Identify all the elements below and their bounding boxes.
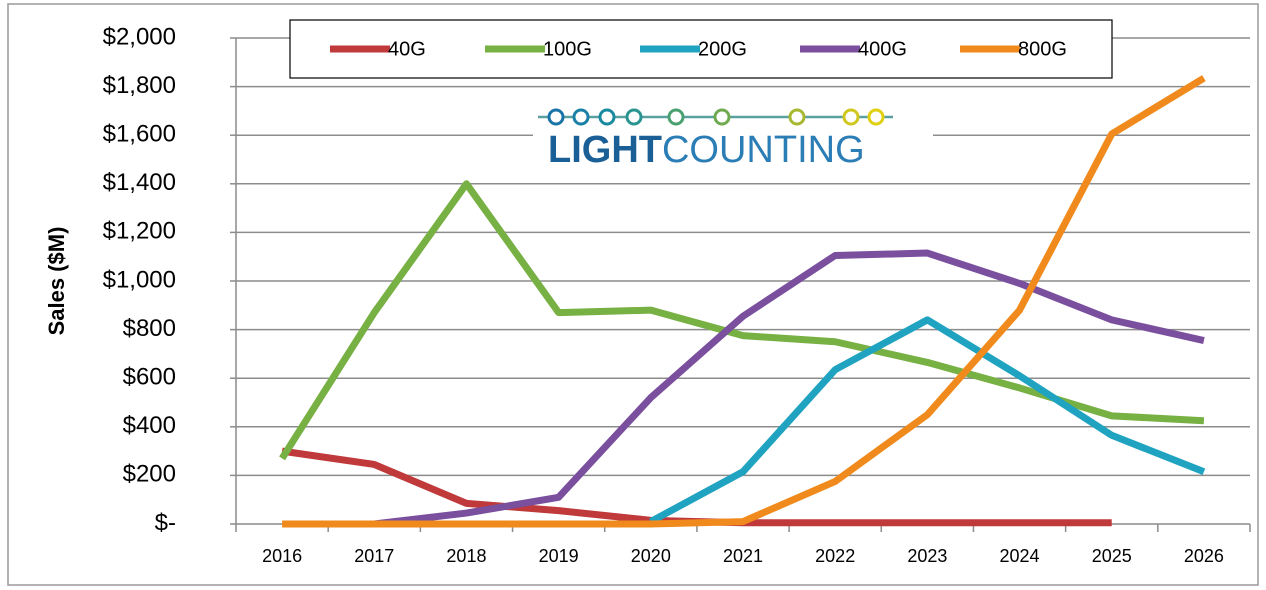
legend-label: 200G — [698, 38, 747, 60]
y-tick-label: $1,200 — [103, 218, 176, 245]
legend-label: 100G — [543, 38, 592, 60]
x-tick-label: 2023 — [907, 546, 947, 566]
y-tick-label: $1,600 — [103, 121, 176, 148]
y-tick-label: $1,800 — [103, 72, 176, 99]
x-tick-label: 2016 — [262, 546, 302, 566]
logo: LIGHTCOUNTING — [533, 98, 933, 178]
x-tick-label: 2019 — [539, 546, 579, 566]
x-tick-label: 2018 — [446, 546, 486, 566]
y-tick-label: $400 — [123, 412, 176, 439]
y-axis-label: Sales ($M) — [44, 227, 69, 336]
x-tick-label: 2022 — [815, 546, 855, 566]
series-line — [649, 316, 1206, 525]
legend-label: 400G — [858, 38, 907, 60]
logo-part: COUNTING — [662, 129, 865, 171]
x-tick-label: 2026 — [1184, 546, 1224, 566]
y-tick-label: $800 — [123, 315, 176, 342]
x-tick-label: 2020 — [631, 546, 671, 566]
legend-label: 40G — [388, 38, 426, 60]
logo-dots — [547, 108, 885, 126]
x-tick-label: 2025 — [1092, 546, 1132, 566]
legend-label: 800G — [1018, 38, 1067, 60]
logo-part: LIGHT — [548, 129, 662, 171]
y-tick-label: $- — [155, 509, 176, 536]
logo-background — [533, 98, 933, 178]
x-tick-label: 2021 — [723, 546, 763, 566]
y-tick-label: $2,000 — [103, 23, 176, 50]
y-tick-label: $600 — [123, 364, 176, 391]
logo-text: LIGHTCOUNTING — [548, 129, 865, 171]
y-tick-label: $1,000 — [103, 266, 176, 293]
series-line — [373, 249, 1205, 528]
series-line — [282, 75, 1206, 528]
x-tick-label: 2017 — [354, 546, 394, 566]
y-tick-label: $200 — [123, 461, 176, 488]
chart-frame — [7, 3, 1259, 586]
y-tick-label: $1,400 — [103, 169, 176, 196]
x-tick-label: 2024 — [1000, 546, 1040, 566]
